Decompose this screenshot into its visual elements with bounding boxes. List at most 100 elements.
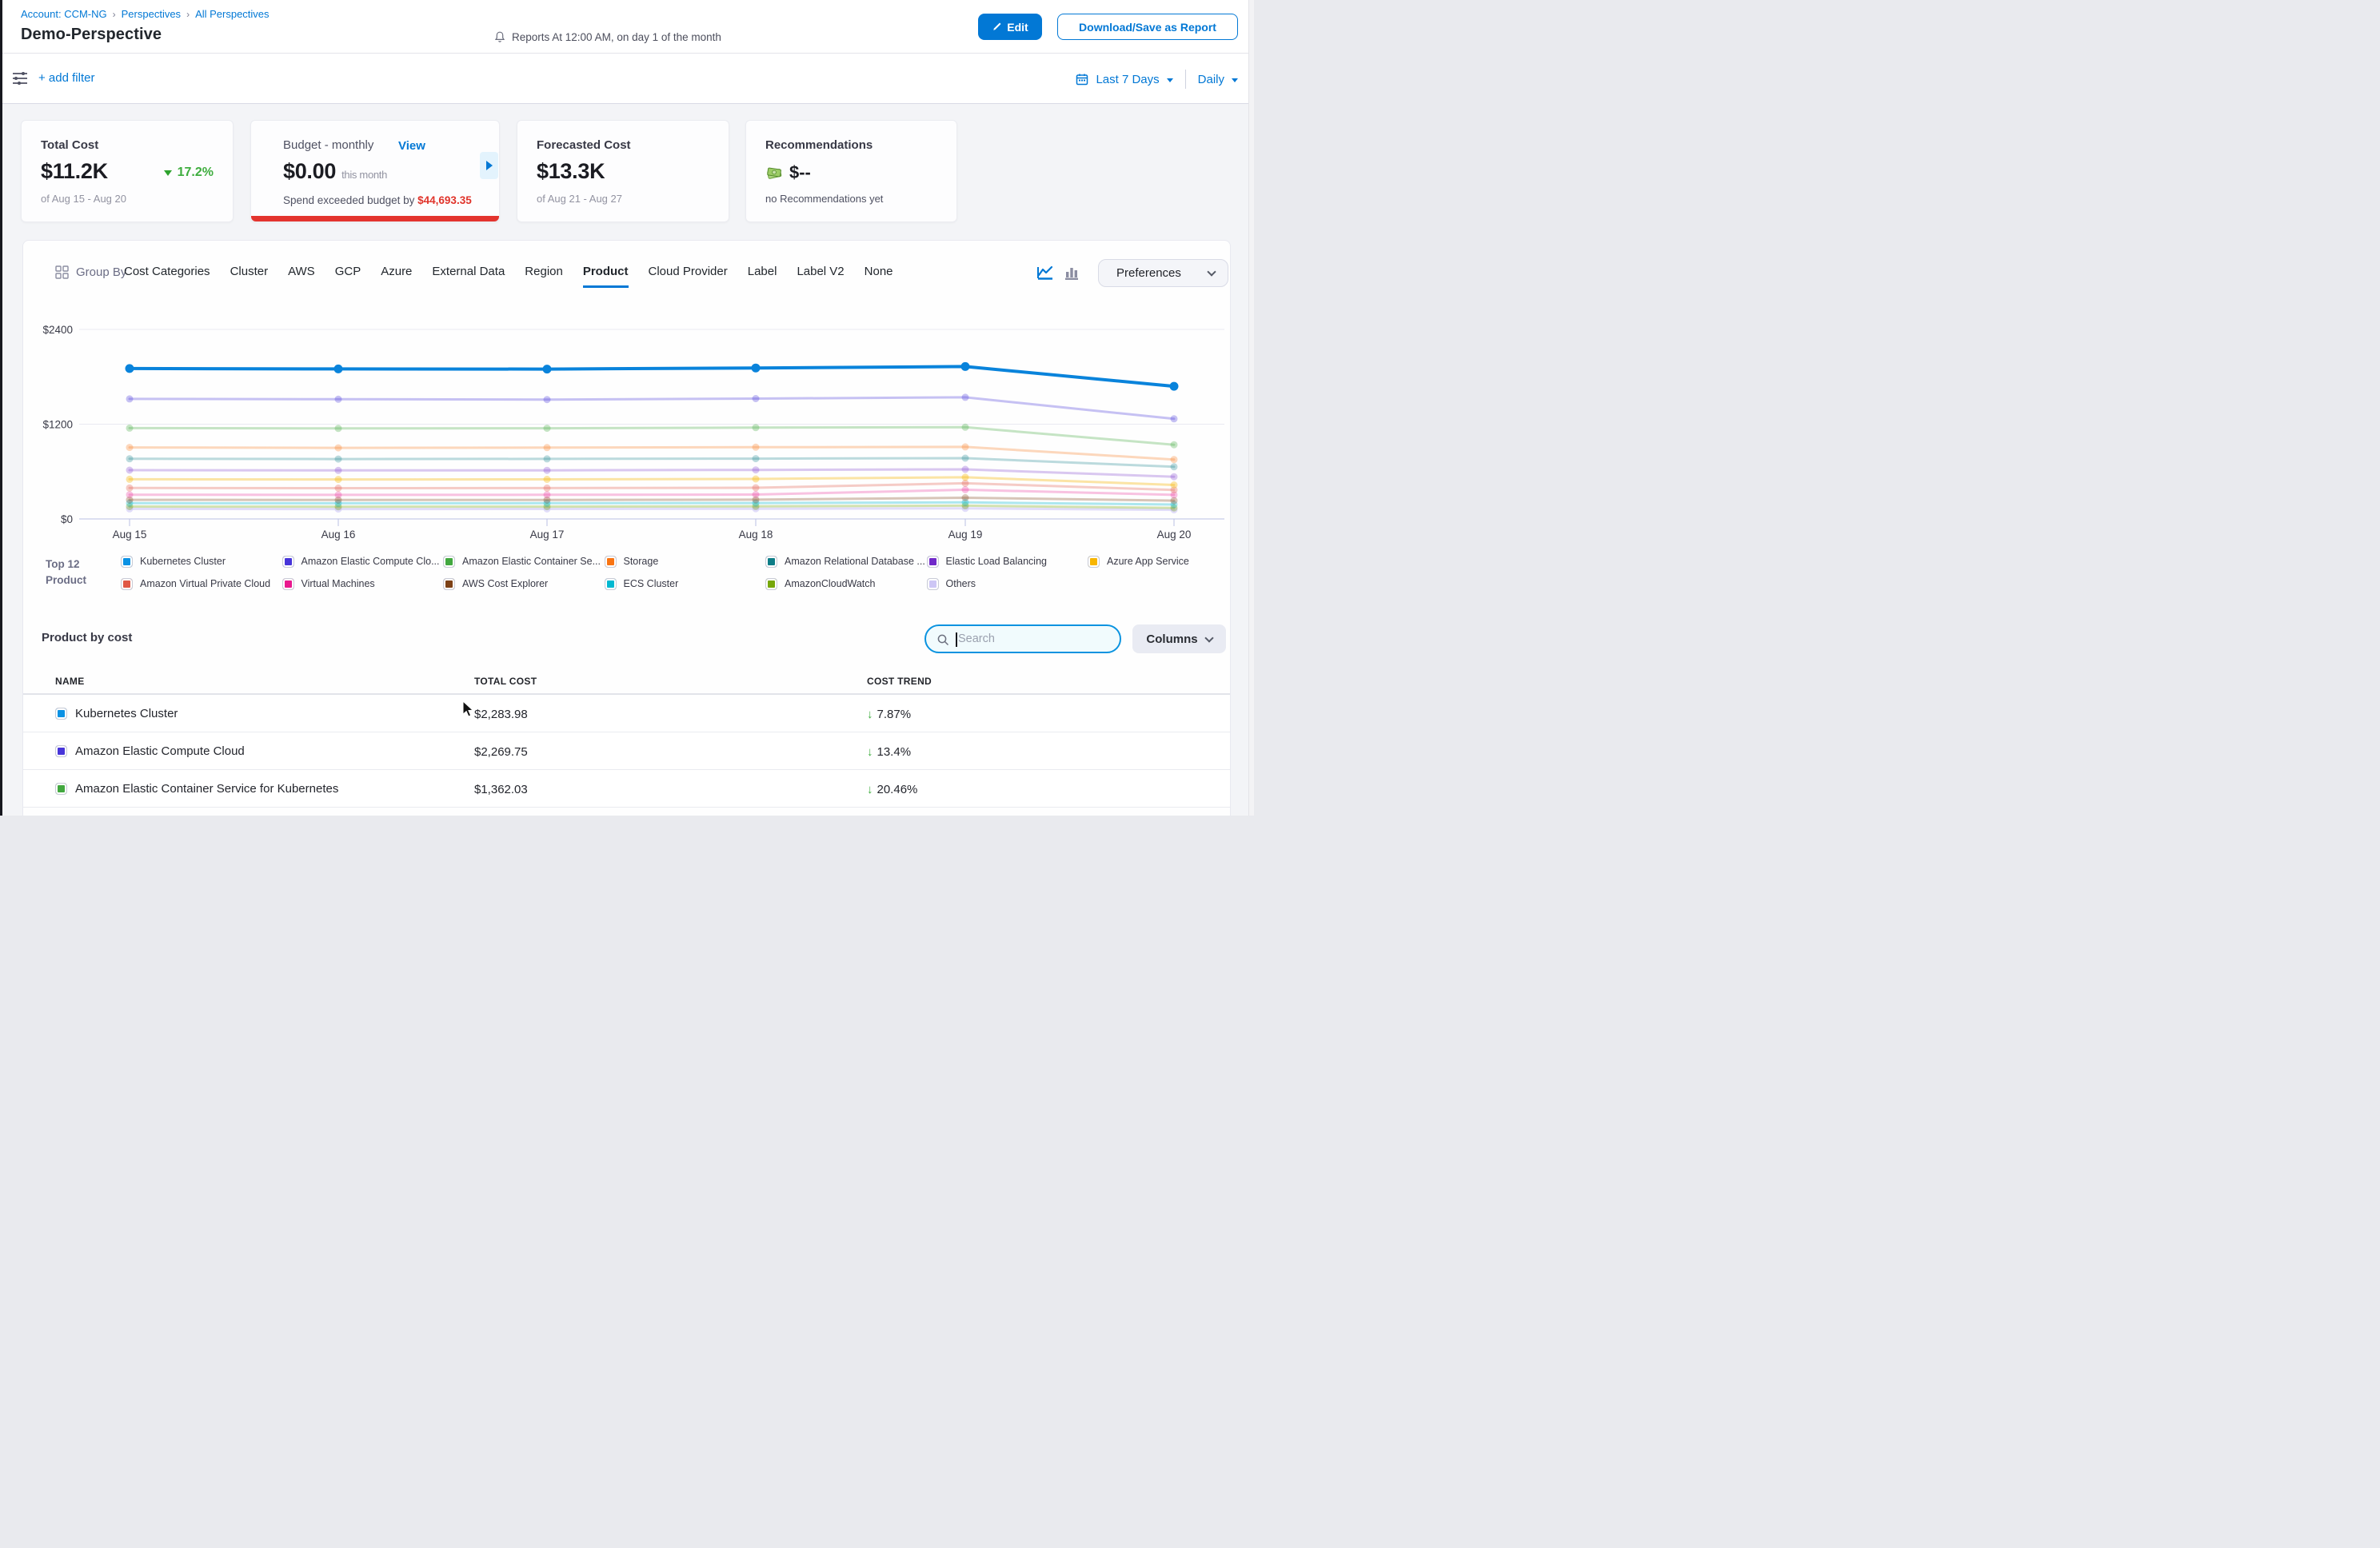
legend-item[interactable]: AWS Cost Explorer	[443, 577, 605, 591]
trend-down-arrow-icon: ↓	[867, 708, 873, 721]
tab-cost-categories[interactable]: Cost Categories	[124, 265, 210, 288]
tab-region[interactable]: Region	[525, 265, 563, 288]
recommendations-label: Recommendations	[765, 138, 873, 152]
budget-card: Budget - monthly View $0.00this month Sp…	[250, 120, 500, 222]
budget-value: $0.00this month	[283, 159, 387, 184]
columns-dropdown[interactable]: Columns	[1132, 624, 1226, 653]
svg-text:Aug 18: Aug 18	[739, 529, 773, 541]
window-left-edge	[0, 0, 2, 816]
divider	[1185, 70, 1186, 89]
legend-item[interactable]: Virtual Machines	[282, 577, 444, 591]
banknote-icon	[765, 166, 783, 180]
breadcrumb-all-perspectives-link[interactable]: All Perspectives	[195, 8, 269, 20]
tab-cloud-provider[interactable]: Cloud Provider	[649, 265, 728, 288]
product-name: Kubernetes Cluster	[75, 707, 178, 720]
search-icon	[936, 633, 950, 647]
date-range-dropdown[interactable]: Last 7 Days	[1096, 73, 1159, 86]
product-cost-trend: ↓20.46%	[867, 783, 917, 796]
granularity-dropdown[interactable]: Daily	[1198, 73, 1224, 86]
filter-settings-icon[interactable]	[10, 70, 30, 87]
card-carousel-next-button[interactable]	[480, 152, 498, 179]
forecasted-cost-value: $13.3K	[537, 159, 605, 184]
reports-note: Reports At 12:00 AM, on day 1 of the mon…	[512, 31, 721, 43]
legend-swatch	[282, 578, 294, 590]
chevron-down-icon	[1232, 78, 1238, 82]
forecasted-cost-label: Forecasted Cost	[537, 138, 631, 152]
grid-icon	[55, 265, 69, 279]
svg-text:Aug 17: Aug 17	[530, 529, 565, 541]
total-cost-trend: 17.2%	[164, 166, 214, 180]
legend-swatch	[1088, 556, 1100, 568]
group-by-label: Group By	[55, 265, 126, 279]
legend-item[interactable]: Amazon Elastic Container Se...	[443, 554, 605, 569]
svg-text:Aug 16: Aug 16	[321, 529, 356, 541]
tab-product[interactable]: Product	[583, 265, 629, 288]
legend-item[interactable]: Azure App Service	[1088, 554, 1249, 569]
scrollbar[interactable]	[1248, 0, 1254, 816]
product-total-cost: $1,362.03	[474, 783, 528, 796]
table-row[interactable]: Kubernetes Cluster $2,283.98 ↓7.87%	[23, 695, 1230, 732]
legend-swatch	[121, 578, 133, 590]
search-input[interactable]	[958, 626, 1115, 652]
tab-cluster[interactable]: Cluster	[230, 265, 269, 288]
breadcrumb-account-link[interactable]: Account: CCM-NG	[21, 8, 107, 20]
legend-swatch	[765, 556, 777, 568]
legend-swatch	[927, 578, 939, 590]
tab-external-data[interactable]: External Data	[432, 265, 505, 288]
total-cost-value: $11.2K	[41, 159, 108, 184]
legend-item[interactable]: Amazon Relational Database ...	[765, 554, 927, 569]
forecasted-cost-period: of Aug 21 - Aug 27	[537, 193, 622, 205]
bar-chart-toggle[interactable]	[1064, 265, 1080, 281]
calendar-icon	[1076, 73, 1088, 86]
legend-item[interactable]: ECS Cluster	[605, 577, 766, 591]
column-header-cost-trend[interactable]: COST TREND	[867, 676, 932, 687]
total-cost-card: Total Cost $11.2K 17.2% of Aug 15 - Aug …	[21, 120, 234, 222]
table-row[interactable]: Amazon Elastic Container Service for Kub…	[23, 770, 1230, 808]
reports-schedule: Reports At 12:00 AM, on day 1 of the mon…	[493, 30, 721, 44]
legend-item[interactable]: Amazon Virtual Private Cloud	[121, 577, 282, 591]
legend-item[interactable]: AmazonCloudWatch	[765, 577, 927, 591]
legend-item[interactable]: Amazon Elastic Compute Clo...	[282, 554, 444, 569]
budget-exceeded-amount: $44,693.35	[417, 194, 472, 206]
legend-item[interactable]: Others	[927, 577, 1088, 591]
trend-down-icon	[164, 170, 172, 176]
table-row[interactable]: Amazon Elastic Compute Cloud $2,269.75 ↓…	[23, 732, 1230, 770]
tab-none[interactable]: None	[865, 265, 893, 288]
column-header-name[interactable]: NAME	[55, 676, 85, 687]
svg-text:$0: $0	[61, 513, 73, 525]
product-name: Amazon Elastic Container Service for Kub…	[75, 782, 338, 796]
legend-swatch	[443, 556, 455, 568]
filter-bar: + add filter Last 7 Days Daily	[0, 54, 1254, 104]
product-cost-trend: ↓7.87%	[867, 708, 911, 721]
tab-aws[interactable]: AWS	[288, 265, 315, 288]
tab-label-v2[interactable]: Label V2	[797, 265, 844, 288]
legend-item[interactable]: Kubernetes Cluster	[121, 554, 282, 569]
tab-azure[interactable]: Azure	[381, 265, 412, 288]
budget-value-suffix: this month	[341, 169, 387, 181]
line-chart-toggle[interactable]	[1036, 265, 1054, 281]
ccm-perspective-page: Account: CCM-NG › Perspectives › All Per…	[0, 0, 1254, 816]
chevron-down-icon	[1207, 267, 1216, 276]
pencil-icon	[992, 22, 1002, 32]
breadcrumb-perspectives-link[interactable]: Perspectives	[122, 8, 181, 20]
svg-text:$2400: $2400	[42, 324, 73, 336]
svg-text:$1200: $1200	[42, 419, 73, 431]
breadcrumb: Account: CCM-NG › Perspectives › All Per…	[21, 8, 270, 20]
group-by-tabs: Cost Categories Cluster AWS GCP Azure Ex…	[124, 265, 893, 288]
tab-gcp[interactable]: GCP	[335, 265, 361, 288]
breadcrumb-separator: ›	[113, 9, 116, 20]
edit-button[interactable]: Edit	[978, 14, 1042, 40]
tab-label[interactable]: Label	[748, 265, 777, 288]
add-filter-button[interactable]: + add filter	[38, 71, 94, 85]
legend-item[interactable]: Elastic Load Balancing	[927, 554, 1088, 569]
legend-swatch	[927, 556, 939, 568]
recommendations-note: no Recommendations yet	[765, 193, 883, 205]
product-color-swatch	[55, 708, 67, 720]
column-header-total-cost[interactable]: TOTAL COST	[474, 676, 537, 687]
preferences-dropdown[interactable]: Preferences	[1098, 259, 1228, 287]
budget-label: Budget - monthly	[283, 138, 373, 152]
download-save-report-button[interactable]: Download/Save as Report	[1057, 14, 1238, 40]
budget-view-link[interactable]: View	[398, 139, 425, 153]
legend-item[interactable]: Storage	[605, 554, 766, 569]
breadcrumb-separator: ›	[186, 9, 190, 20]
